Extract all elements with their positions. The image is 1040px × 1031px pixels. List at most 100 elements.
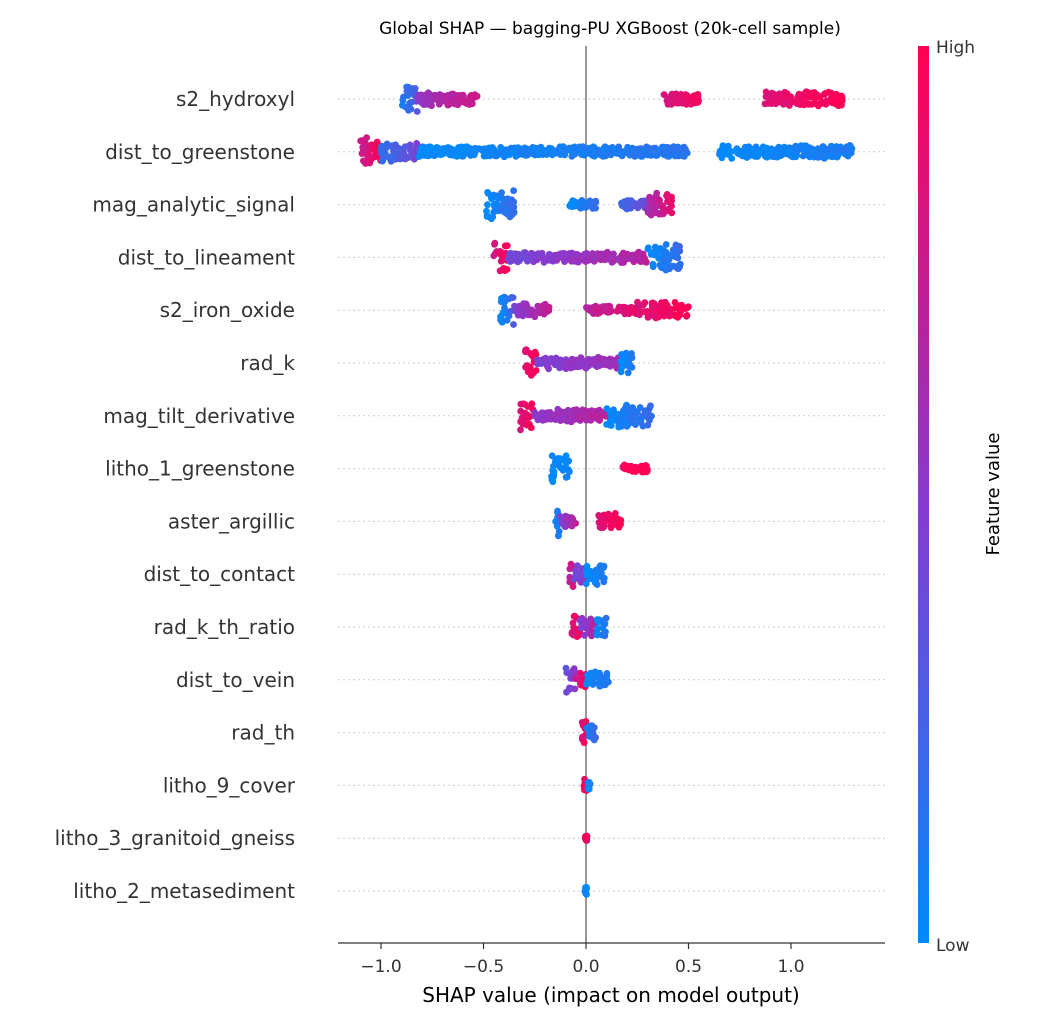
shap-point (658, 143, 666, 151)
shap-point (594, 250, 601, 258)
shap-point (644, 413, 651, 421)
shap-point (644, 244, 652, 252)
colorbar (918, 46, 929, 943)
shap-point (818, 98, 826, 106)
shap-point (607, 524, 615, 532)
shap-point (664, 207, 672, 215)
shap-point (591, 567, 599, 575)
shap-point (567, 521, 574, 529)
shap-point (766, 97, 773, 104)
shap-point (520, 249, 528, 256)
shap-point (588, 148, 596, 155)
shap-point (800, 101, 808, 109)
shap-point (418, 99, 426, 107)
shap-point (383, 144, 390, 152)
feature-label: dist_to_greenstone (105, 140, 295, 164)
shap-point (659, 202, 666, 210)
feature-label: s2_iron_oxide (160, 298, 295, 322)
shap-point (672, 304, 679, 312)
beeswarm-points (357, 83, 856, 898)
shap-point (569, 667, 577, 675)
shap-point (389, 154, 397, 162)
feature-swarm (483, 187, 676, 223)
feature-label: litho_1_greenstone (105, 457, 295, 481)
shap-point (626, 255, 634, 262)
shap-point (590, 680, 598, 687)
colorbar-high-label: High (936, 38, 975, 58)
shap-point (504, 195, 511, 203)
shap-point (779, 149, 787, 157)
shap-point (503, 242, 511, 250)
feature-swarm (357, 134, 856, 167)
shap-point (560, 414, 567, 422)
shap-point (660, 249, 668, 256)
shap-point (833, 146, 841, 154)
shap-point (496, 149, 503, 157)
feature-row-lines (338, 98, 885, 892)
shap-point (503, 316, 511, 324)
shap-point (548, 476, 556, 483)
shap-point (568, 257, 575, 265)
shap-point (555, 146, 562, 154)
shap-point (483, 207, 490, 215)
shap-point (529, 149, 537, 157)
shap-point (570, 409, 578, 416)
shap-point (596, 414, 604, 422)
shap-point (548, 452, 556, 460)
shap-point (534, 356, 542, 364)
shap-point (454, 145, 461, 153)
shap-point (664, 101, 672, 108)
feature-swarm (581, 884, 590, 898)
shap-point (668, 197, 675, 205)
shap-point (671, 299, 679, 306)
shap-point (490, 252, 498, 260)
shap-point (555, 532, 562, 539)
shap-point (811, 94, 819, 102)
shap-point (577, 354, 585, 362)
shap-point (603, 249, 611, 257)
shap-point (811, 99, 819, 107)
shap-point (622, 463, 630, 471)
shap-point (415, 153, 423, 161)
shap-point (583, 257, 591, 265)
shap-point (413, 108, 421, 115)
shap-point (591, 668, 599, 676)
feature-swarm (581, 832, 591, 844)
shap-point (583, 304, 590, 311)
shap-point (628, 364, 636, 371)
shap-point (527, 372, 535, 379)
shap-point (523, 151, 531, 159)
shap-point (639, 463, 647, 470)
shap-point (581, 151, 588, 159)
shap-point (498, 189, 505, 197)
feature-labels: s2_hydroxyl dist_to_greenstone mag_analyti… (55, 87, 296, 903)
shap-point (651, 303, 659, 311)
shap-point (618, 252, 625, 259)
shap-point (497, 257, 505, 265)
colorbar-low-label: Low (936, 936, 970, 956)
shap-point (571, 357, 578, 365)
shap-point (595, 309, 603, 317)
shap-point (639, 422, 647, 430)
shap-point (488, 215, 495, 223)
shap-point (847, 144, 855, 152)
shap-point (641, 146, 649, 154)
shap-point (584, 779, 592, 787)
shap-point (562, 473, 570, 481)
shap-point (484, 189, 491, 196)
shap-point (491, 241, 498, 248)
shap-point (585, 785, 593, 793)
shap-point (586, 724, 594, 732)
feature-label: s2_hydroxyl (176, 87, 295, 111)
shap-point (784, 149, 792, 157)
shap-point (521, 409, 529, 417)
shap-point (658, 264, 666, 272)
shap-point (807, 90, 815, 97)
shap-point (576, 414, 584, 422)
shap-point (442, 149, 450, 157)
shap-point (401, 143, 409, 151)
shap-point (569, 515, 577, 523)
shap-point (676, 260, 684, 268)
shap-point (692, 92, 700, 99)
shap-point (672, 241, 680, 249)
